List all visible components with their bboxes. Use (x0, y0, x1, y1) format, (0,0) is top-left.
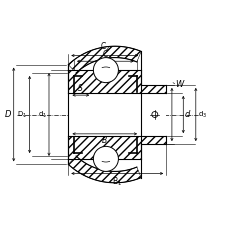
Circle shape (93, 146, 118, 171)
Text: d$_1$: d$_1$ (37, 109, 46, 120)
Text: D: D (4, 110, 11, 119)
Text: S: S (78, 84, 83, 93)
Text: C: C (102, 50, 107, 59)
Bar (68, 93, 166, 136)
Polygon shape (68, 46, 141, 73)
Text: B$_1$: B$_1$ (112, 176, 122, 188)
Text: d: d (184, 110, 190, 119)
Polygon shape (68, 156, 141, 183)
Text: W: W (174, 80, 183, 89)
Polygon shape (68, 70, 166, 93)
Text: d$_3$: d$_3$ (197, 109, 206, 120)
Circle shape (93, 58, 118, 83)
Polygon shape (68, 136, 166, 159)
Text: C$_2$: C$_2$ (99, 41, 109, 53)
Text: D$_1$: D$_1$ (17, 109, 27, 120)
Text: B: B (102, 136, 107, 145)
